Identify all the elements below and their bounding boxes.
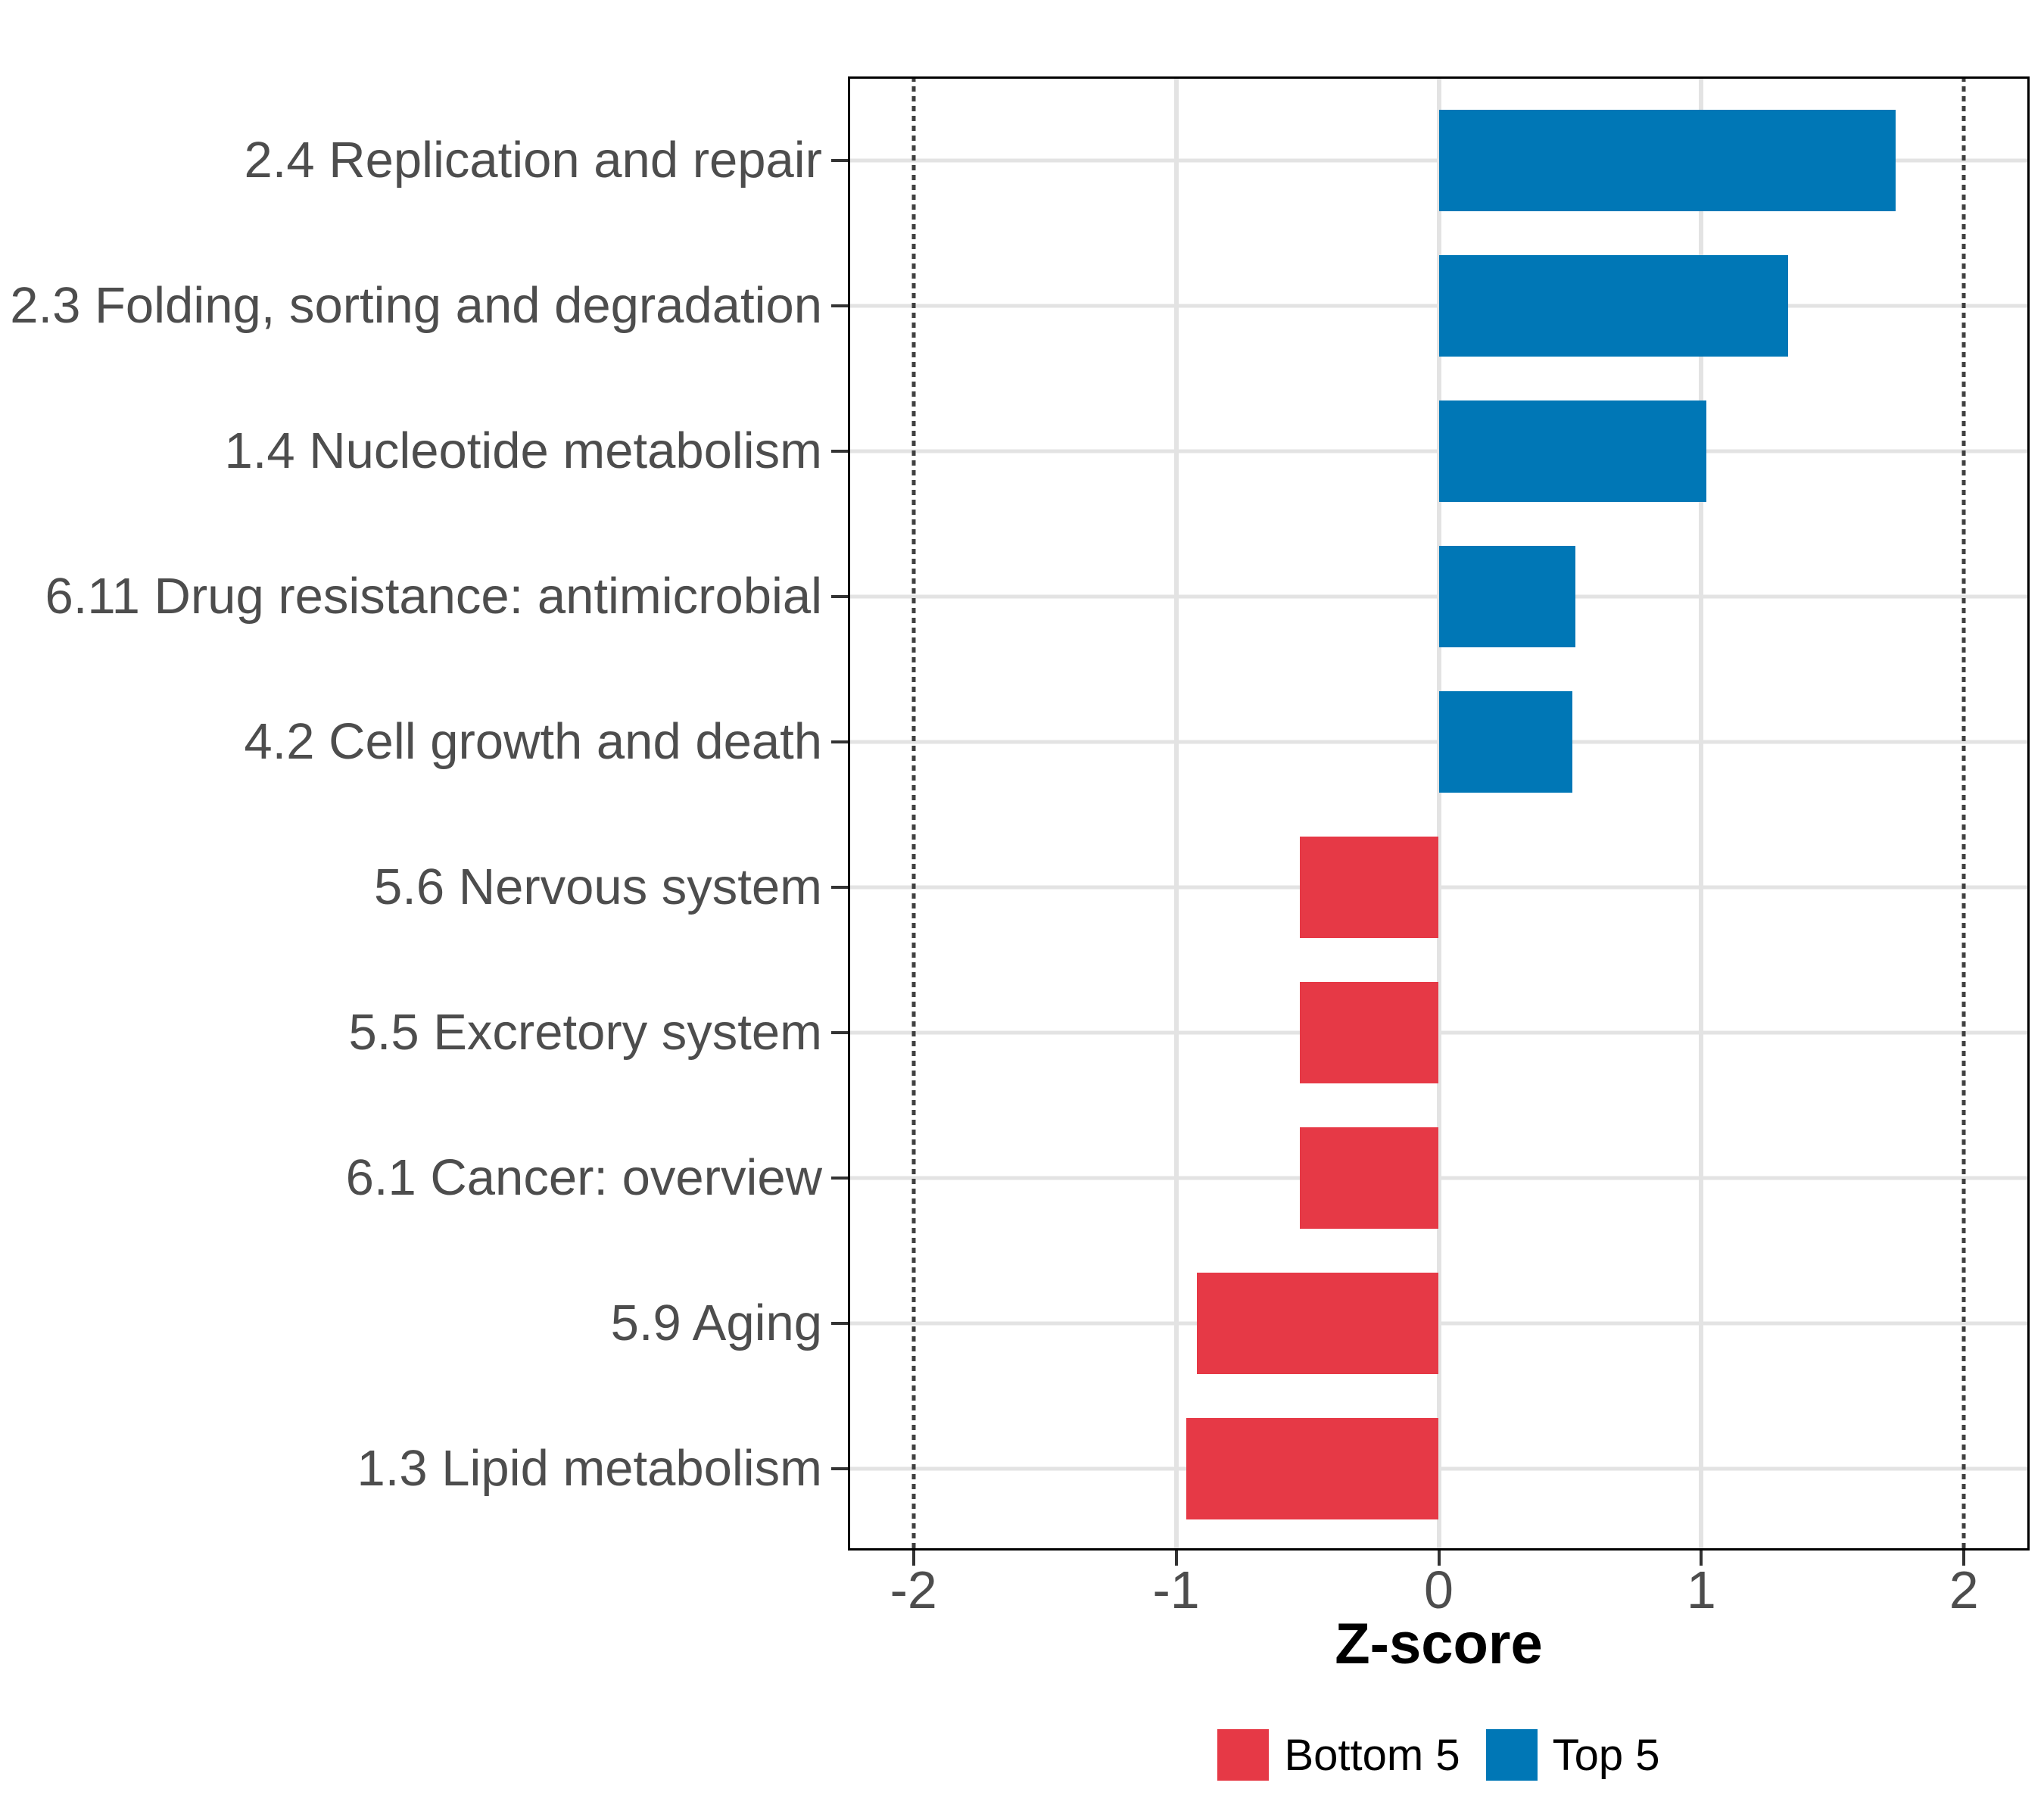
y-axis-tick [831, 1030, 848, 1034]
y-axis-label: 2.4 Replication and repair [244, 132, 822, 189]
x-axis-title: Z-score [1335, 1612, 1543, 1676]
bar-bottom-5 [1299, 1127, 1439, 1229]
vertical-gridline [1436, 76, 1441, 1551]
threshold-line [911, 76, 916, 1551]
y-axis-label: 2.3 Folding, sorting and degradation [10, 277, 822, 335]
legend-item-label: Bottom 5 [1284, 1730, 1460, 1780]
x-axis-tick [911, 1551, 915, 1566]
x-axis-tick-label: -2 [890, 1560, 937, 1619]
legend-item: Bottom 5 [1217, 1729, 1460, 1781]
x-axis-tick [1174, 1551, 1178, 1566]
bar-bottom-5 [1186, 1417, 1439, 1519]
y-axis-label: 1.3 Lipid metabolism [357, 1439, 822, 1497]
legend-swatch [1217, 1729, 1270, 1781]
x-axis-tick [1700, 1551, 1703, 1566]
x-axis-tick-label: 2 [1949, 1560, 1979, 1619]
y-axis-label: 5.5 Excretory system [348, 1003, 822, 1061]
x-axis-tick-label: 0 [1424, 1560, 1454, 1619]
y-axis-label: 4.2 Cell growth and death [244, 712, 822, 770]
legend-item-label: Top 5 [1552, 1730, 1660, 1780]
y-axis-label: 1.4 Nucleotide metabolism [224, 422, 822, 480]
legend-item: Top 5 [1485, 1729, 1660, 1781]
y-axis-label: 5.9 Aging [610, 1294, 822, 1351]
x-axis-tick [1962, 1551, 1966, 1566]
y-axis-label: 6.11 Drug resistance: antimicrobial [45, 568, 822, 625]
x-axis-tick [1437, 1551, 1441, 1566]
y-axis-tick [831, 1176, 848, 1180]
y-axis-tick [831, 159, 848, 163]
bar-top-5 [1438, 400, 1707, 503]
y-axis-tick [831, 304, 848, 308]
plot-panel [848, 76, 2030, 1551]
x-axis-tick-label: -1 [1152, 1560, 1200, 1619]
bar-bottom-5 [1299, 837, 1439, 939]
y-axis-label: 6.1 Cancer: overview [345, 1148, 822, 1206]
y-axis-tick [831, 595, 848, 599]
x-axis-tick-label: 1 [1686, 1560, 1716, 1619]
threshold-line [1961, 76, 1966, 1551]
bar-top-5 [1438, 110, 1896, 212]
bar-top-5 [1438, 546, 1575, 648]
y-axis-label: 5.6 Nervous system [373, 858, 822, 915]
y-axis-tick [831, 1466, 848, 1470]
y-axis-tick [831, 740, 848, 744]
bar-bottom-5 [1197, 1272, 1439, 1374]
bar-top-5 [1438, 255, 1788, 357]
vertical-gridline [1699, 76, 1704, 1551]
vertical-gridline [1173, 76, 1179, 1551]
legend: Bottom 5 Top 5 [848, 1729, 2030, 1781]
y-axis-tick [831, 886, 848, 890]
legend-swatch [1485, 1729, 1538, 1781]
y-axis-tick [831, 1321, 848, 1325]
bar-top-5 [1438, 691, 1573, 793]
bar-bottom-5 [1299, 981, 1439, 1083]
y-axis-tick [831, 450, 848, 453]
